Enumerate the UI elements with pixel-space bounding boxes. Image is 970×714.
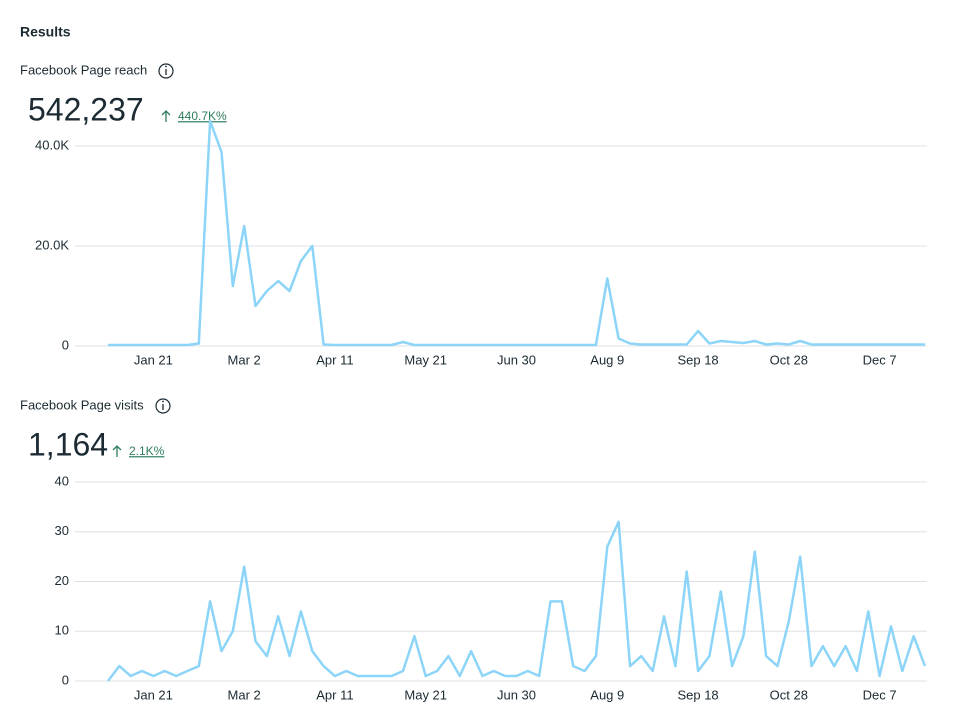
metric-total: 542,237	[28, 91, 144, 127]
y-tick-label: 20.0K	[35, 237, 69, 252]
metric-change: 2.1K%	[129, 444, 165, 458]
x-tick-label: Jun 30	[497, 687, 536, 702]
y-tick-label: 0	[62, 337, 69, 352]
x-tick-label: Jan 21	[134, 352, 173, 367]
x-tick-label: Dec 7	[863, 687, 897, 702]
x-tick-label: Aug 9	[590, 352, 624, 367]
x-tick-label: Oct 28	[770, 687, 808, 702]
x-tick-label: Jun 30	[497, 352, 536, 367]
up-arrow	[161, 110, 171, 122]
metric-total: 1,164	[28, 426, 108, 462]
x-tick-label: Sep 18	[677, 352, 718, 367]
x-tick-label: Jan 21	[134, 687, 173, 702]
up-arrow	[112, 445, 122, 457]
y-tick-label: 0	[62, 672, 69, 687]
info-icon[interactable]	[158, 63, 174, 79]
y-tick-label: 10	[55, 623, 69, 638]
y-tick-label: 30	[55, 523, 69, 538]
info-icon[interactable]	[155, 398, 171, 414]
x-tick-label: Apr 11	[316, 687, 353, 702]
y-tick-label: 40.0K	[35, 137, 69, 152]
x-tick-label: Oct 28	[770, 352, 808, 367]
series-line	[107, 520, 927, 682]
x-tick-label: Mar 2	[228, 687, 261, 702]
section-title: Results	[20, 24, 71, 40]
x-tick-label: Dec 7	[863, 352, 897, 367]
x-tick-label: May 21	[404, 352, 447, 367]
metric-title: Facebook Page visits	[20, 397, 144, 412]
x-tick-label: Sep 18	[677, 687, 718, 702]
x-tick-label: Apr 11	[316, 352, 353, 367]
y-tick-label: 40	[55, 473, 69, 488]
metric-title: Facebook Page reach	[20, 62, 147, 77]
x-tick-label: Mar 2	[228, 352, 261, 367]
x-tick-label: May 21	[404, 687, 447, 702]
metric-change: 440.7K%	[178, 109, 227, 123]
series-line	[108, 119, 925, 347]
y-tick-label: 20	[55, 573, 69, 588]
x-tick-label: Aug 9	[590, 687, 624, 702]
